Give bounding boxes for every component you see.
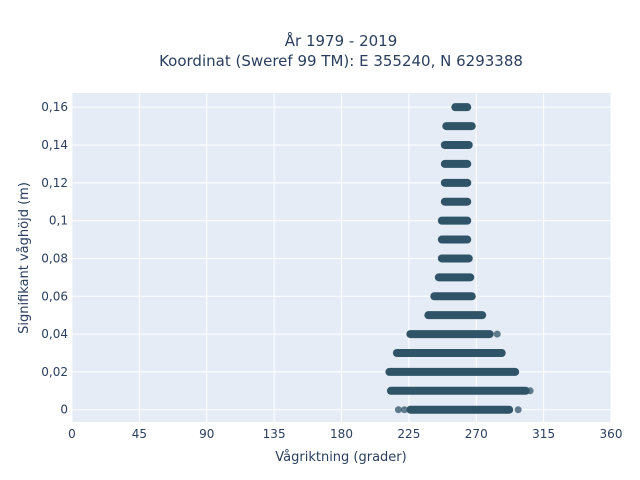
x-tick-label: 225 (397, 427, 420, 441)
chart-title-line2: Koordinat (Sweref 99 TM): E 355240, N 62… (159, 52, 523, 70)
x-tick-label: 45 (132, 427, 147, 441)
data-point (514, 406, 522, 414)
data-point (394, 406, 402, 414)
x-axis-title: Vågriktning (grader) (275, 450, 406, 465)
chart-title-line1: År 1979 - 2019 (285, 31, 398, 50)
data-point (493, 330, 501, 338)
y-tick-label: 0,02 (41, 365, 68, 379)
data-point (526, 387, 534, 395)
y-tick-label: 0,12 (41, 176, 68, 190)
x-tick-label: 270 (465, 427, 488, 441)
x-tick-label: 0 (68, 427, 76, 441)
y-axis-ticks: 0 0,02 0,04 0,06 0,08 0,1 0,12 0,14 0,16 (41, 100, 68, 417)
x-tick-label: 135 (263, 427, 286, 441)
y-tick-label: 0,04 (41, 327, 68, 341)
y-tick-label: 0,06 (41, 289, 68, 303)
data-points (385, 103, 534, 414)
data-point (400, 406, 408, 414)
y-axis-title: Signifikant våghöjd (m) (17, 182, 32, 334)
y-tick-label: 0,14 (41, 138, 68, 152)
x-tick-label: 90 (199, 427, 214, 441)
x-tick-label: 315 (532, 427, 555, 441)
x-tick-label: 360 (600, 427, 623, 441)
x-axis-ticks: 0 45 90 135 180 225 270 315 360 (68, 427, 622, 441)
y-tick-label: 0 (60, 403, 68, 417)
y-tick-label: 0,08 (41, 251, 68, 265)
y-tick-label: 0,1 (49, 214, 68, 228)
x-tick-label: 180 (330, 427, 353, 441)
y-tick-label: 0,16 (41, 100, 68, 114)
